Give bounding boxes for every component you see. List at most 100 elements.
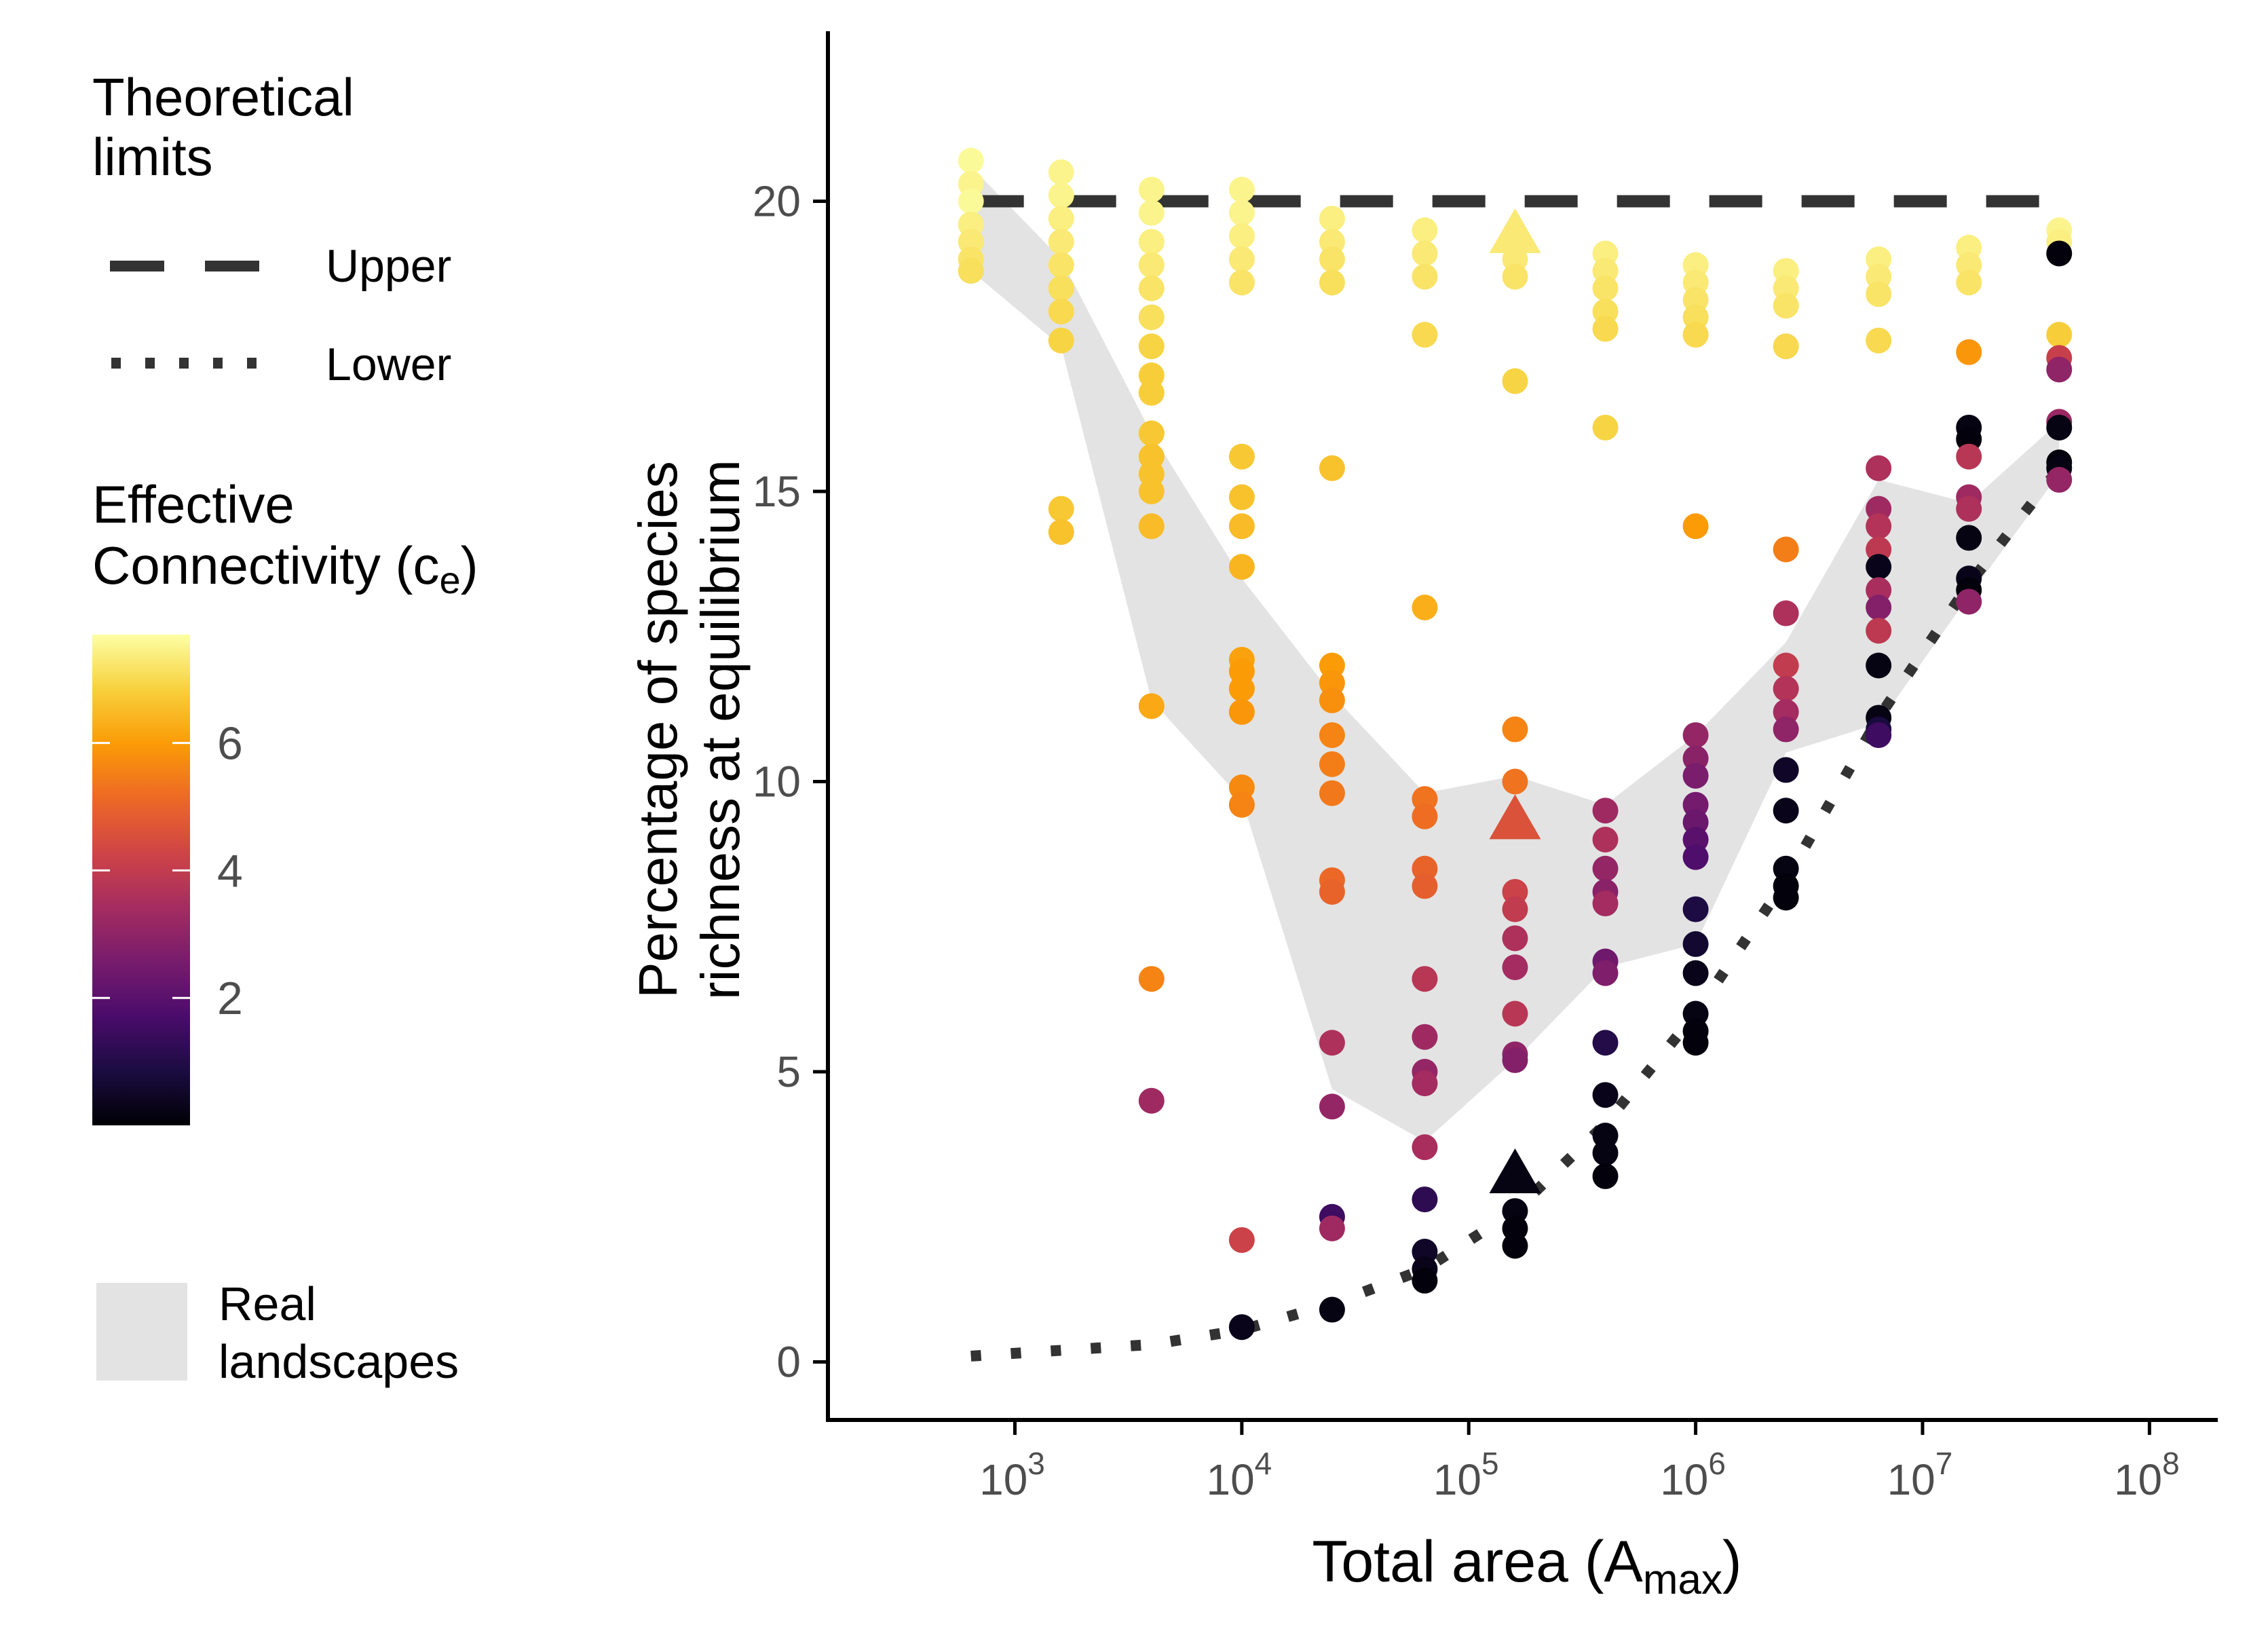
data-point — [1228, 1314, 1255, 1341]
y-tick-label: 0 — [776, 1338, 801, 1387]
data-point — [958, 147, 984, 174]
x-tick-label-exponent: 5 — [1481, 1446, 1499, 1481]
data-point — [1773, 757, 1799, 783]
x-axis-title-close: ) — [1722, 1529, 1742, 1594]
data-point — [1592, 798, 1619, 824]
data-point — [2046, 356, 2073, 383]
data-point — [1319, 246, 1345, 272]
x-tick-label-base: 10 — [2114, 1455, 2162, 1504]
legend-real-key — [96, 1283, 187, 1381]
data-point — [1228, 246, 1255, 272]
y-tick-label: 15 — [753, 467, 801, 516]
data-point — [1319, 1215, 1345, 1241]
data-point — [1319, 722, 1345, 749]
data-point — [1138, 693, 1165, 719]
data-point — [1773, 293, 1799, 319]
data-point — [1773, 675, 1799, 702]
data-point — [1138, 420, 1165, 447]
data-point — [1138, 304, 1165, 331]
legend-connectivity-title-line2: Connectivity (ce) — [92, 536, 478, 601]
real-landscapes-polygon — [970, 166, 2060, 1142]
legend-limits-title-line1: Theoretical — [92, 67, 354, 127]
x-ticks: 103 104 105 106 107 108 — [979, 1420, 2180, 1504]
data-point — [1592, 891, 1619, 917]
data-point — [1138, 275, 1165, 301]
colorbar-ticks: 2 4 6 — [92, 718, 243, 1024]
data-point — [1138, 379, 1165, 406]
data-point — [1592, 1030, 1619, 1056]
data-point — [1773, 652, 1799, 679]
y-tick-label: 5 — [776, 1047, 801, 1096]
real-landscapes-band — [970, 166, 2060, 1142]
data-point — [1956, 588, 1982, 615]
x-tick-label-exponent: 3 — [1027, 1446, 1045, 1481]
data-point — [1412, 873, 1438, 899]
data-point — [1412, 1070, 1438, 1097]
y-tick-label: 20 — [753, 177, 801, 226]
data-point — [1138, 252, 1165, 278]
data-point — [1956, 525, 1982, 551]
data-point — [1866, 722, 1892, 749]
data-point — [1773, 536, 1799, 563]
x-tick-label-base: 10 — [1433, 1455, 1481, 1504]
data-point — [1319, 206, 1345, 232]
data-point — [1228, 176, 1255, 203]
data-point — [1048, 298, 1074, 324]
x-tick-label-exponent: 6 — [1708, 1446, 1726, 1481]
data-point — [1866, 513, 1892, 540]
data-point — [1502, 1233, 1528, 1259]
data-point — [1319, 455, 1345, 481]
x-tick-label-exponent: 7 — [1935, 1446, 1953, 1481]
data-point — [1682, 896, 1709, 922]
data-point — [1502, 768, 1528, 795]
data-point — [1592, 1140, 1619, 1166]
data-point — [1138, 1087, 1165, 1114]
x-axis-title: Total area (Amax) — [1312, 1529, 1741, 1603]
data-point — [1048, 252, 1074, 278]
data-point — [1412, 1267, 1438, 1294]
x-tick-label-exponent: 4 — [1255, 1446, 1272, 1481]
data-point — [1866, 618, 1892, 644]
y-ticks: 0 5 10 15 20 — [753, 177, 828, 1387]
data-point — [1682, 762, 1709, 789]
data-point — [1502, 954, 1528, 981]
data-point — [1956, 495, 1982, 522]
data-point — [1956, 443, 1982, 470]
highlight-triangle — [1489, 794, 1541, 840]
data-point — [1319, 1030, 1345, 1056]
data-point — [958, 258, 984, 284]
data-point — [1866, 455, 1892, 481]
data-point — [1773, 884, 1799, 911]
data-point — [1138, 200, 1165, 226]
highlight-triangles — [1489, 208, 1541, 1193]
data-point — [1592, 827, 1619, 853]
data-point — [1138, 513, 1165, 540]
legend-connectivity-title-close: ) — [461, 536, 478, 595]
legend-connectivity-title-main: Connectivity (c — [92, 536, 440, 595]
highlight-triangle — [1489, 1148, 1541, 1193]
legend-lower-label: Lower — [326, 339, 451, 390]
data-point — [1412, 322, 1438, 348]
x-tick-label: 104 — [1206, 1446, 1272, 1504]
data-point — [1866, 327, 1892, 354]
data-point — [1502, 896, 1528, 922]
colorbar-tick-label: 2 — [217, 973, 243, 1024]
data-point — [1138, 479, 1165, 504]
data-point — [1138, 176, 1165, 203]
data-point — [1228, 513, 1255, 540]
x-tick-label-base: 10 — [1660, 1455, 1708, 1504]
data-point — [1682, 1030, 1709, 1056]
data-point — [1502, 716, 1528, 743]
data-point — [1682, 513, 1709, 540]
legend-upper-label: Upper — [326, 240, 451, 292]
x-tick-label-exponent: 8 — [2162, 1446, 2180, 1481]
data-point — [1048, 229, 1074, 255]
data-point — [1592, 960, 1619, 986]
data-point — [1228, 269, 1255, 296]
y-tick-label: 10 — [753, 757, 801, 806]
data-point — [1138, 229, 1165, 255]
data-point — [1412, 595, 1438, 620]
data-point — [1866, 554, 1892, 580]
data-point — [1502, 263, 1528, 290]
